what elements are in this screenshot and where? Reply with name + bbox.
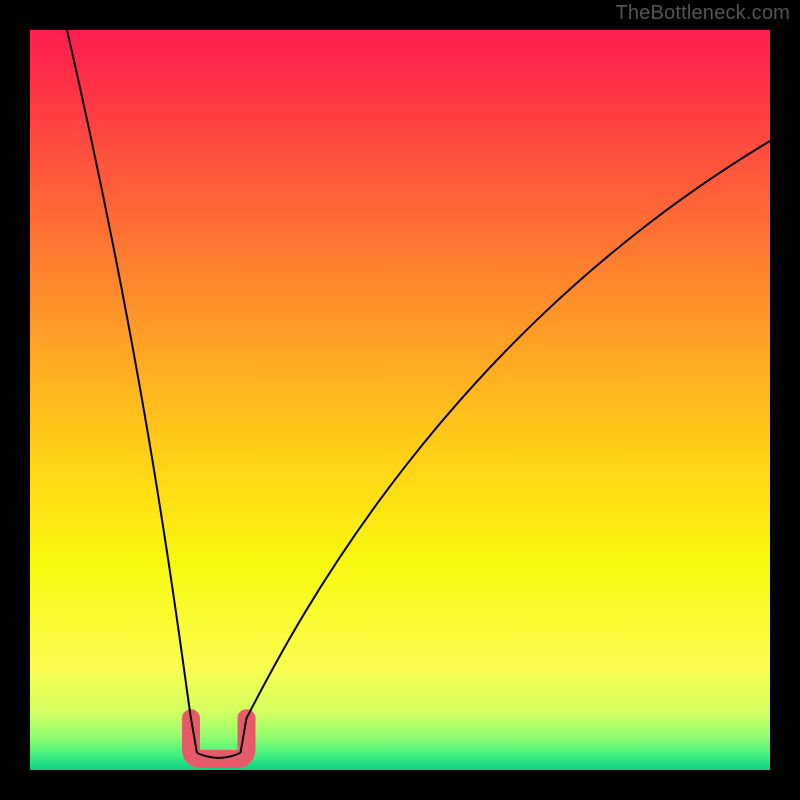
curve-connector xyxy=(197,753,241,758)
watermark-text: TheBottleneck.com xyxy=(615,2,790,25)
figure-container: TheBottleneck.com xyxy=(0,0,800,800)
curve-branch xyxy=(67,30,191,718)
curve-connector xyxy=(240,718,246,753)
curve-connector xyxy=(191,718,197,753)
curve-branch xyxy=(246,141,770,718)
curve-layer xyxy=(30,30,770,770)
plot-area xyxy=(30,30,770,770)
